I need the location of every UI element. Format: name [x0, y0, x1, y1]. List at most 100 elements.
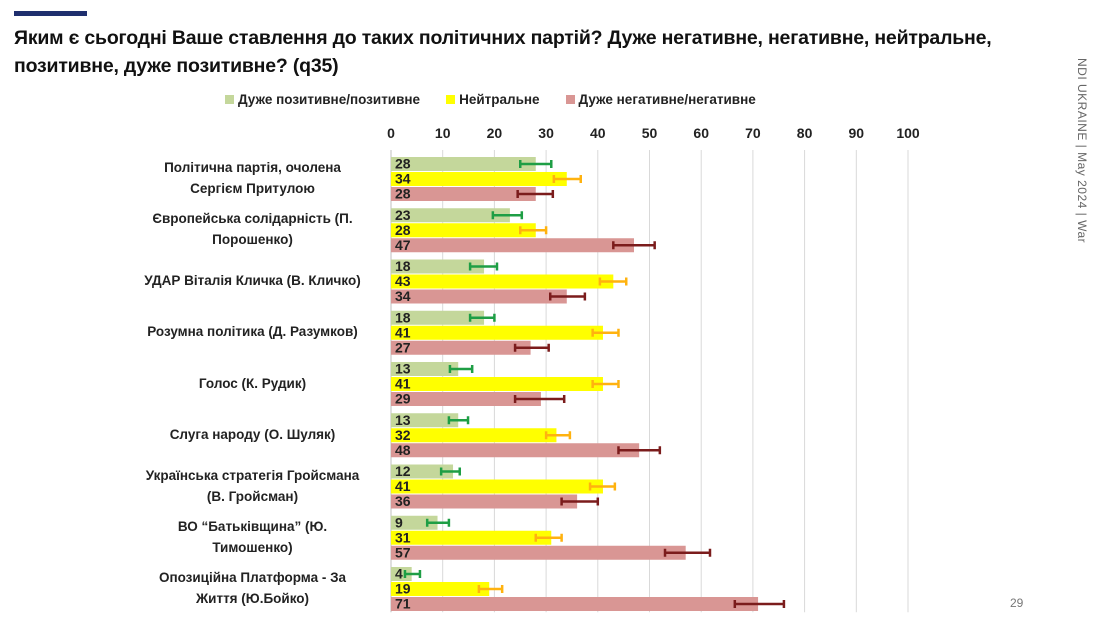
data-label: 23 — [395, 207, 411, 223]
x-tick-label: 50 — [642, 125, 658, 141]
data-label: 34 — [395, 171, 411, 187]
x-tick-label: 20 — [487, 125, 503, 141]
data-label: 41 — [395, 478, 411, 494]
data-label: 28 — [395, 156, 411, 172]
x-tick-label: 90 — [849, 125, 865, 141]
legend-swatch — [225, 95, 234, 104]
data-label: 13 — [395, 361, 411, 377]
bar — [391, 428, 557, 443]
category-label: ВО “Батьківщина” (Ю. Тимошенко) — [130, 516, 375, 558]
category-label-line: (В. Гройсман) — [206, 488, 299, 504]
bar — [391, 567, 412, 581]
legend-swatch — [565, 95, 575, 104]
category-label-line: Порошенко) — [212, 232, 293, 248]
category-label-line: ВО “Батьківщина” (Ю. — [177, 518, 328, 534]
bar — [391, 310, 485, 325]
accent-bar — [14, 11, 87, 16]
category-label-line: Українська стратегія Гройсмана — [145, 467, 360, 483]
x-tick-label: 80 — [797, 125, 813, 141]
bar — [391, 238, 634, 253]
data-label: 28 — [395, 222, 411, 238]
data-label: 18 — [395, 258, 411, 274]
category-label-line: Тимошенко) — [212, 539, 293, 555]
category-label: Слуга народу (О. Шуляк) — [130, 424, 375, 445]
bar — [391, 582, 490, 596]
category-label: Розумна політика (Д. Разумков) — [130, 321, 375, 342]
bar — [391, 157, 536, 171]
data-label: 31 — [395, 529, 411, 545]
side-caption: NDI UKRAINE | May 2024 | War — [1075, 58, 1089, 244]
page-number: 29 — [1010, 596, 1024, 610]
data-label: 4 — [395, 566, 403, 582]
category-label-line: Голос (К. Рудик) — [198, 375, 307, 391]
category-label-line: Європейська солідарність (П. — [152, 211, 353, 227]
category-label-line: Слуга народу (О. Шуляк) — [169, 426, 336, 442]
legend-swatch — [446, 95, 456, 104]
category-label: Голос (К. Рудик) — [130, 373, 375, 394]
bar — [391, 392, 541, 406]
data-label: 41 — [395, 376, 411, 392]
bar — [391, 530, 552, 545]
legend-item-negative: Дуже негативне/негативне — [565, 92, 756, 107]
x-tick-label: 0 — [387, 125, 395, 141]
chart-title: Яким є сьогодні Ваше ставлення до таких … — [14, 27, 992, 77]
data-label: 47 — [395, 237, 411, 253]
data-label: 57 — [395, 544, 411, 560]
bar — [391, 545, 686, 560]
data-label: 32 — [395, 427, 411, 443]
bar — [391, 340, 531, 355]
bar — [391, 289, 567, 304]
legend-label: Дуже негативне/негативне — [578, 92, 756, 107]
data-label: 12 — [395, 463, 411, 479]
category-label-line: УДАР Віталія Кличка (В. Кличко) — [144, 273, 361, 288]
legend-item-neutral: Нейтральне — [446, 92, 540, 107]
bar — [391, 479, 603, 494]
bar — [391, 172, 567, 186]
data-label: 34 — [395, 288, 411, 304]
data-label: 48 — [395, 442, 411, 458]
legend: Дуже позитивне/позитивне Нейтральне Дуже… — [225, 92, 756, 107]
data-label: 29 — [395, 391, 411, 407]
category-label: УДАР Віталія Кличка (В. Кличко) — [130, 270, 375, 291]
bar — [391, 597, 759, 611]
data-label: 19 — [395, 581, 411, 597]
bar — [391, 274, 614, 289]
legend-label: Дуже позитивне/позитивне — [238, 92, 421, 107]
data-label: 9 — [395, 514, 403, 530]
data-label: 28 — [395, 186, 411, 202]
data-label: 27 — [395, 339, 411, 355]
x-tick-label: 30 — [538, 125, 554, 141]
data-label: 43 — [395, 273, 411, 289]
category-label: Політична партія, очолена Сергієм Притуло… — [130, 157, 375, 199]
x-tick-label: 100 — [896, 125, 920, 141]
data-label: 13 — [395, 412, 411, 428]
bar — [391, 362, 459, 376]
x-tick-label: 40 — [590, 125, 606, 141]
bar — [391, 208, 510, 223]
category-label-line: Політична партія, очолена — [164, 160, 341, 175]
x-tick-label: 10 — [435, 125, 451, 141]
data-label: 36 — [395, 493, 411, 509]
bar — [391, 187, 536, 201]
bar — [391, 259, 485, 274]
category-label-line: Опозиційна Платформа - За — [158, 570, 347, 585]
legend-label: Нейтральне — [459, 92, 540, 107]
bar — [391, 464, 454, 479]
category-label-line: Розумна політика (Д. Разумков) — [147, 324, 358, 340]
data-label: 18 — [395, 309, 411, 325]
x-tick-label: 70 — [745, 125, 761, 141]
bar — [391, 443, 640, 458]
bar — [391, 494, 578, 509]
data-label: 71 — [395, 596, 411, 612]
data-label: 41 — [395, 324, 411, 340]
bar — [391, 515, 438, 530]
bar — [391, 377, 603, 391]
category-label-line: Сергієм Притулою — [190, 181, 315, 196]
bar — [391, 325, 603, 340]
bar — [391, 223, 536, 238]
category-label: Європейська солідарність (П. Порошенко) — [130, 208, 375, 250]
bar — [391, 413, 459, 428]
category-label-line: Життя (Ю.Бойко) — [195, 591, 310, 606]
x-tick-label: 60 — [693, 125, 709, 141]
